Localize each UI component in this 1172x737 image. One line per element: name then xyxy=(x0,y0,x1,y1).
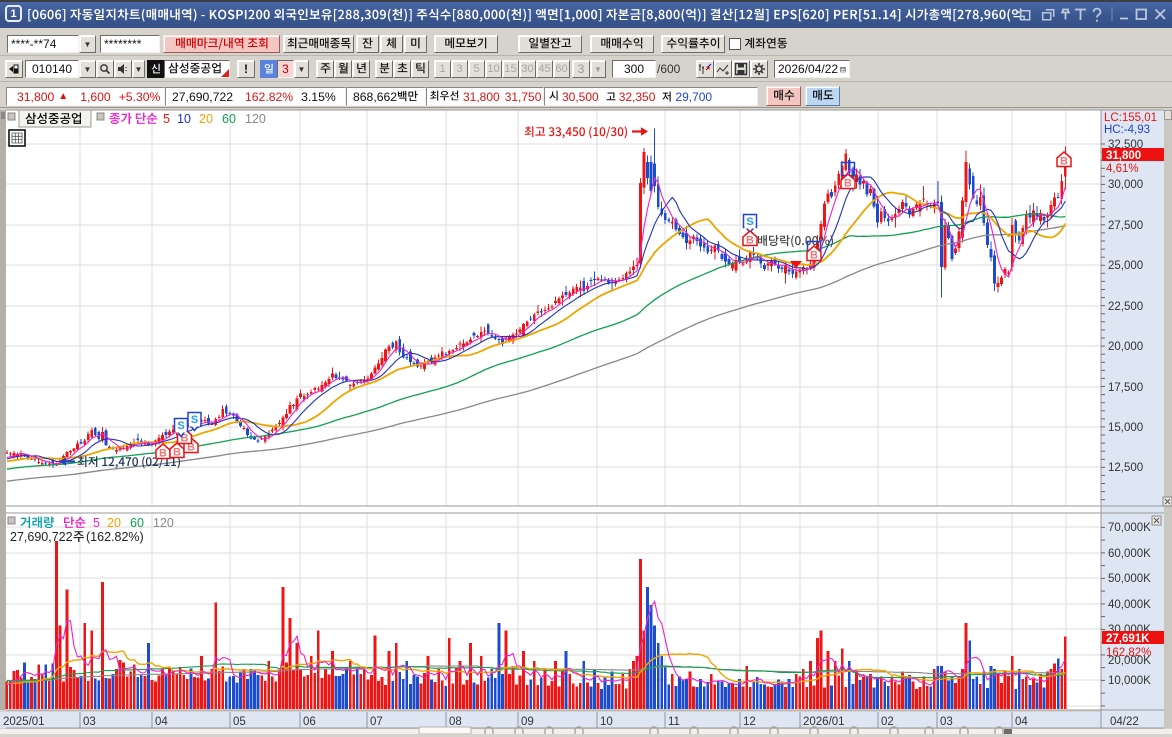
svg-text:20: 20 xyxy=(107,516,121,530)
svg-text:04/22: 04/22 xyxy=(1110,716,1139,728)
svg-text:05: 05 xyxy=(233,716,246,728)
svg-text:04: 04 xyxy=(1015,716,1028,728)
svg-text:12: 12 xyxy=(743,716,756,728)
svg-text:06: 06 xyxy=(303,716,316,728)
svg-text:B: B xyxy=(810,250,818,262)
svg-text:10: 10 xyxy=(177,112,191,126)
svg-text:120: 120 xyxy=(245,112,266,126)
svg-text:50,000K: 50,000K xyxy=(1108,573,1151,585)
svg-text:60: 60 xyxy=(130,516,144,530)
svg-text:LC:155,01: LC:155,01 xyxy=(1104,112,1157,124)
svg-text:20: 20 xyxy=(199,112,213,126)
svg-text:4,61%: 4,61% xyxy=(1106,163,1139,175)
svg-text:03: 03 xyxy=(940,716,953,728)
svg-text:20,000K: 20,000K xyxy=(1108,655,1151,667)
svg-text:B: B xyxy=(746,235,754,247)
svg-text:162,82%: 162,82% xyxy=(1106,647,1151,659)
svg-text:07: 07 xyxy=(370,716,383,728)
svg-text:HC:-4,93: HC:-4,93 xyxy=(1104,124,1150,136)
svg-text:10: 10 xyxy=(600,716,613,728)
svg-text:5: 5 xyxy=(93,516,100,530)
svg-text:27,691K: 27,691K xyxy=(1106,633,1150,645)
svg-text:2025/01: 2025/01 xyxy=(3,716,45,728)
svg-text:20,000: 20,000 xyxy=(1108,341,1143,353)
svg-text:S: S xyxy=(191,414,198,426)
svg-text:02: 02 xyxy=(881,716,894,728)
svg-text:27,690,722: 27,690,722 xyxy=(10,530,73,544)
svg-text:03: 03 xyxy=(83,716,96,728)
svg-text:B: B xyxy=(159,448,167,460)
svg-text:11: 11 xyxy=(668,716,680,728)
svg-text:31,800: 31,800 xyxy=(1106,150,1141,162)
svg-text:70,000K: 70,000K xyxy=(1108,522,1151,534)
svg-text:30,000: 30,000 xyxy=(1108,179,1143,191)
svg-text:120: 120 xyxy=(153,516,174,530)
svg-text:40,000K: 40,000K xyxy=(1108,599,1151,611)
svg-text:B: B xyxy=(1060,156,1068,168)
svg-text:08: 08 xyxy=(449,716,462,728)
svg-text:B: B xyxy=(844,178,852,190)
svg-text:S: S xyxy=(177,420,184,432)
svg-text:(162.82%): (162.82%) xyxy=(86,530,144,544)
svg-text:B: B xyxy=(181,433,189,445)
svg-text:B: B xyxy=(187,442,195,454)
svg-text:12,500: 12,500 xyxy=(1108,462,1143,474)
svg-text:10,000K: 10,000K xyxy=(1108,675,1151,687)
svg-text:22,500: 22,500 xyxy=(1108,301,1143,313)
svg-text:09: 09 xyxy=(521,716,534,728)
svg-text:17,500: 17,500 xyxy=(1108,382,1143,394)
svg-text:5: 5 xyxy=(163,112,170,126)
svg-text:25,000: 25,000 xyxy=(1108,260,1143,272)
svg-text:60: 60 xyxy=(222,112,236,126)
svg-text:60,000K: 60,000K xyxy=(1108,548,1151,560)
svg-text:2026/01: 2026/01 xyxy=(803,716,845,728)
svg-text:15,000: 15,000 xyxy=(1108,422,1143,434)
svg-text:27,500: 27,500 xyxy=(1108,220,1143,232)
svg-text:04: 04 xyxy=(155,716,168,728)
svg-text:S: S xyxy=(746,216,753,228)
svg-text:B: B xyxy=(173,447,181,459)
